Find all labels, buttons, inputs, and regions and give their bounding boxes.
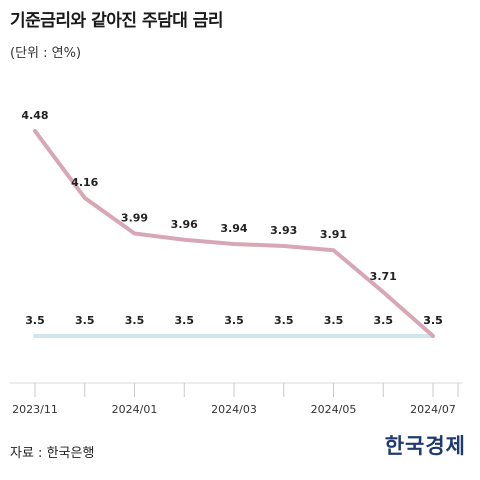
mortgage-rate-label: 3.93 — [270, 224, 297, 237]
mortgage-rate-label: 3.71 — [370, 270, 397, 283]
base-rate-label: 3.5 — [274, 314, 294, 327]
mortgage-rate-label: 3.5 — [423, 314, 443, 327]
x-tick-label: 2024/01 — [112, 403, 158, 416]
x-tick-label: 2024/03 — [211, 403, 257, 416]
base-rate-label: 3.5 — [75, 314, 95, 327]
base-rate-label: 3.5 — [324, 314, 344, 327]
mortgage-rate-line — [33, 129, 435, 338]
unit-label: (단위 : 연%) — [10, 46, 82, 61]
x-tick-label: 2024/07 — [410, 403, 456, 416]
mortgage-rate-label: 3.91 — [320, 228, 347, 241]
mortgage-rate-label: 3.94 — [220, 222, 247, 235]
mortgage-rate-label: 3.99 — [121, 212, 148, 225]
mortgage-rate-label: 4.48 — [21, 109, 48, 122]
base-rate-label: 3.5 — [423, 314, 443, 327]
mortgage-rate-label: 3.96 — [171, 218, 198, 231]
x-tick-label: 2023/11 — [12, 403, 58, 416]
base-rate-label: 3.5 — [374, 314, 394, 327]
publisher-logo: 한국경제 — [384, 433, 466, 458]
base-rate-label: 3.5 — [175, 314, 195, 327]
x-tick-label: 2024/05 — [311, 403, 357, 416]
base-rate-label: 3.5 — [125, 314, 145, 327]
source-note: 자료 : 한국은행 — [10, 446, 95, 461]
base-rate-label: 3.5 — [224, 314, 244, 327]
base-rate-label: 3.5 — [25, 314, 45, 327]
mortgage-rate-label: 4.16 — [71, 176, 98, 189]
chart-title: 기준금리와 같아진 주담대 금리 — [10, 11, 224, 31]
